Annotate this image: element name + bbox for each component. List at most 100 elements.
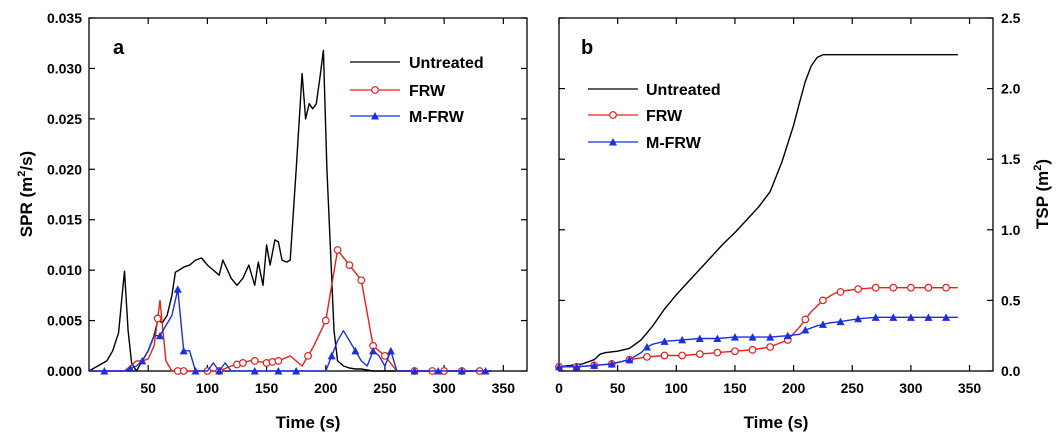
data-point-b-m-frw: [713, 334, 722, 343]
y-axis-title-a: SPR (m2/s): [16, 151, 36, 237]
y-tick-label-b: 0.0: [1001, 363, 1021, 379]
x-tick-label-b: 350: [958, 380, 982, 396]
y-tick-label-a: 0.015: [47, 212, 82, 228]
x-axis-title-b: Time (s): [744, 413, 809, 432]
y-axis-title-b-tail: ): [1033, 159, 1052, 165]
data-point-a-m-frw: [179, 346, 188, 355]
legend-b: Untreated FRW M-FRW: [588, 82, 721, 152]
legend-a-marker-frw: [371, 86, 379, 94]
panel-letter-b: b: [581, 37, 593, 59]
data-point-b-m-frw: [678, 335, 687, 344]
series-line-a-frw: [89, 249, 492, 372]
data-point-b-m-frw: [889, 313, 898, 321]
y-tick-label-a: 0.025: [47, 111, 82, 127]
y-tick-label-b: 2.5: [1001, 10, 1021, 26]
ticks-b: 0 50 100 150 200 250 300 350 0.0 0.5 1.0 1.5 2.0 2.5: [555, 10, 1021, 396]
data-point-b-frw: [695, 350, 704, 358]
series-line-b-m-frw: [559, 316, 958, 368]
data-point-a-m-frw: [481, 367, 490, 375]
data-point-b-frw: [836, 288, 845, 296]
legend-a-label-mfrw: M-FRW: [409, 109, 465, 126]
x-tick-label-a: 100: [196, 380, 220, 396]
y-tick-label-b: 1.0: [1001, 222, 1021, 238]
data-point-b-frw: [643, 352, 651, 361]
legend-a-marker-mfrw: [371, 112, 379, 120]
data-point-a-m-frw: [215, 367, 224, 375]
data-point-a-m-frw: [138, 356, 147, 365]
data-point-a-m-frw: [351, 346, 360, 355]
data-point-a-m-frw: [292, 367, 301, 375]
legend-b-label-frw: FRW: [646, 108, 683, 125]
data-point-b-frw: [660, 351, 669, 360]
y-axis-title-b-main: TSP (m: [1033, 171, 1052, 229]
data-point-b-frw: [801, 315, 810, 324]
data-point-b-m-frw: [625, 355, 634, 364]
x-tick-label-a: 50: [140, 380, 156, 396]
data-point-a-m-frw: [434, 367, 443, 375]
y-tick-label-a: 0.030: [47, 60, 82, 76]
data-point-b-m-frw: [590, 361, 599, 369]
data-point-a-frw: [357, 276, 366, 285]
data-point-b-frw: [942, 283, 950, 292]
legend-b-label-untreated: Untreated: [646, 82, 721, 99]
y-tick-label-b: 0.5: [1001, 292, 1021, 308]
data-point-a-m-frw: [457, 367, 466, 375]
data-point-a-frw: [179, 367, 188, 375]
data-point-b-m-frw: [871, 313, 880, 321]
y-axis-title-a-main: SPR (m: [17, 177, 36, 237]
data-point-a-m-frw: [274, 367, 283, 375]
data-point-b-frw: [906, 283, 915, 292]
data-point-b-frw: [766, 343, 775, 351]
data-point-a-m-frw: [173, 285, 182, 293]
data-point-a-frw: [304, 351, 312, 360]
y-axis-title-b-sup: 2: [1032, 165, 1044, 171]
panel-b: b Time (s) TSP (m2) 0 50 100 150 200 250 300 35…: [555, 10, 1052, 432]
data-point-a-m-frw: [126, 364, 135, 372]
y-tick-label-a: 0.035: [47, 10, 82, 26]
y-tick-label-b: 1.5: [1001, 151, 1021, 167]
panel-letter-a: a: [113, 37, 125, 59]
series-b: [555, 54, 958, 371]
data-point-b-m-frw: [695, 334, 704, 343]
y-tick-label-a: 0.005: [47, 313, 82, 329]
legend-b-marker-mfrw: [609, 138, 617, 146]
x-tick-label-a: 250: [373, 380, 397, 396]
data-point-a-frw: [345, 261, 354, 270]
data-point-a-m-frw: [369, 346, 378, 355]
data-point-b-frw: [924, 283, 933, 292]
ticks-a: 50 100 150 200 250 300 350 0.000 0.005 0.010 0.015…: [47, 10, 527, 396]
data-point-b-m-frw: [660, 337, 669, 345]
data-point-b-frw: [748, 345, 757, 354]
legend-a-label-untreated: Untreated: [409, 55, 484, 72]
x-axis-title-a: Time (s): [276, 413, 341, 432]
y-tick-label-b: 2.0: [1001, 81, 1021, 97]
data-point-a-m-frw: [156, 331, 165, 340]
data-point-b-m-frw: [642, 342, 651, 351]
plot-frame-b: [558, 17, 994, 372]
panel-a: a Time (s) SPR (m2/s) 50 100 150 200 250 300 3…: [16, 10, 528, 432]
legend-a-label-frw: FRW: [409, 83, 446, 100]
x-tick-label-a: 150: [255, 380, 279, 396]
y-axis-title-b: TSP (m2): [1032, 159, 1052, 229]
data-point-b-m-frw: [801, 326, 810, 334]
x-tick-label-b: 250: [841, 380, 865, 396]
data-point-b-frw: [678, 351, 687, 360]
data-point-a-m-frw: [327, 351, 336, 360]
legend-b-label-mfrw: M-FRW: [646, 135, 702, 152]
series-line-b-frw: [559, 287, 958, 368]
data-point-a-m-frw: [250, 367, 259, 375]
data-point-b-m-frw: [924, 313, 933, 321]
data-point-b-frw: [854, 285, 863, 294]
data-point-b-m-frw: [766, 333, 775, 341]
data-point-b-m-frw: [854, 314, 863, 323]
data-point-a-m-frw: [100, 367, 109, 375]
data-point-a-frw: [238, 359, 247, 367]
x-tick-label-b: 200: [782, 380, 806, 396]
data-point-a-m-frw: [191, 367, 200, 375]
data-point-b-frw: [713, 348, 722, 357]
x-tick-label-b: 50: [610, 380, 626, 396]
x-tick-label-a: 200: [314, 380, 338, 396]
x-tick-label-a: 350: [492, 380, 516, 396]
data-point-b-m-frw: [836, 317, 845, 326]
